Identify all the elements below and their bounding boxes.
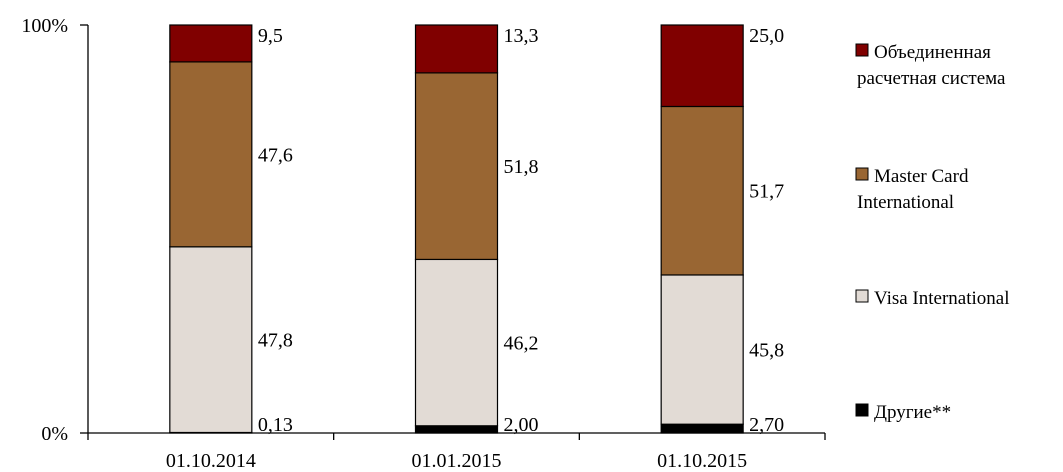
bar-segment: [169, 61, 253, 248]
legend-entry-line: Другие**: [874, 402, 951, 423]
bar-segment: [660, 423, 744, 434]
bar-segment: [414, 72, 499, 261]
data-label: 51,7: [749, 181, 784, 203]
bar-segment: [169, 246, 253, 434]
data-label: 2,70: [749, 414, 784, 436]
legend-entry: Объединенная расчетная система: [857, 42, 1006, 89]
legend-entry: Другие**: [874, 402, 951, 423]
data-label: 51,8: [504, 156, 539, 178]
bar-segment: [660, 274, 744, 425]
y-tick-label-100: 100%: [21, 15, 68, 37]
bar-segment: [169, 24, 253, 63]
bar-segment: [660, 105, 744, 276]
legend-entry-line: Master Card: [874, 166, 969, 187]
bar-segment: [414, 24, 499, 74]
legend-swatch: [855, 403, 869, 417]
legend-entry: Visa International: [874, 288, 1010, 309]
legend-swatch: [855, 43, 869, 57]
x-tick-label: 01.10.2015: [657, 450, 747, 472]
y-tick-label-0: 0%: [41, 423, 68, 445]
legend-entry: Master Card International: [857, 166, 969, 213]
legend-entry-line: расчетная система: [857, 68, 1006, 89]
data-label: 47,8: [258, 330, 293, 352]
data-label: 25,0: [749, 25, 784, 47]
x-tick-label: 01.10.2014: [166, 450, 256, 472]
data-label: 13,3: [504, 25, 539, 47]
data-label: 9,5: [258, 25, 283, 47]
bar-segment: [414, 425, 499, 434]
data-label: 2,00: [504, 414, 539, 436]
bar-segment: [414, 258, 499, 427]
legend-swatch: [855, 289, 869, 303]
axes: 0% 100% 01.10.2014 01.01.2015 01.10.2015: [21, 15, 826, 472]
data-label: 45,8: [749, 340, 784, 362]
legend-entry-line: Объединенная: [874, 42, 991, 63]
legend-entry-line: International: [857, 192, 954, 213]
data-label: 46,2: [504, 333, 539, 355]
x-tick-label: 01.01.2015: [412, 450, 502, 472]
legend-entry-line: Visa International: [874, 288, 1010, 309]
data-label: 47,6: [258, 144, 293, 166]
legend-swatch: [855, 167, 869, 181]
bars: [169, 24, 744, 434]
data-label: 0,13: [258, 414, 293, 436]
bar-segment: [660, 24, 744, 108]
legend: Другие** Visa International Master Card Int…: [855, 42, 1010, 423]
data-labels: 0,13 47,8 47,6 9,5 2,00 46,2 51,8 13,3 2,70 45,8 5…: [258, 25, 784, 436]
